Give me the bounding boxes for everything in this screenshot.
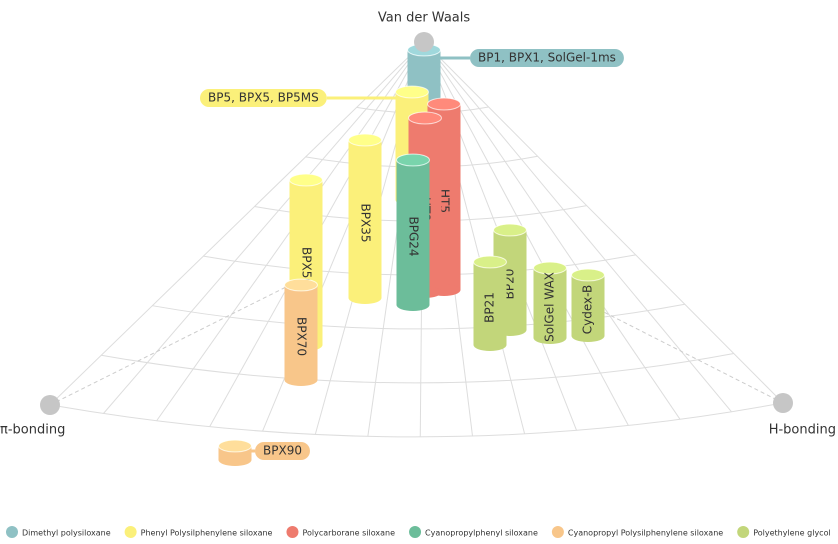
left-node [40, 395, 60, 415]
column-top [284, 278, 318, 292]
legend-swatch [6, 526, 18, 538]
top-axis-label: Van der Waals [378, 11, 471, 26]
column-label: Cydex-B [581, 285, 595, 335]
column-top [395, 85, 429, 99]
grid-ray [49, 41, 425, 406]
column-body [396, 160, 430, 305]
column-top [218, 439, 252, 453]
column-base [571, 330, 605, 342]
column-base [284, 374, 318, 386]
legend-swatch [409, 526, 422, 538]
column-base [218, 454, 252, 466]
legend-swatch [551, 526, 564, 538]
grid-ray [423, 41, 784, 404]
column-top [571, 268, 605, 282]
legend-label: Phenyl Polysilphenylene siloxane [141, 529, 273, 538]
column-top [493, 223, 527, 237]
grid-arc [50, 402, 783, 438]
column-label: BPX50 [300, 247, 314, 286]
column-top [348, 133, 382, 147]
column-callout: BP1, BPX1, SolGel-1ms [478, 51, 616, 65]
apex-node [414, 32, 434, 52]
column-top [427, 97, 461, 111]
column-base [473, 339, 507, 351]
guide-line [589, 304, 784, 404]
legend-swatch [124, 526, 137, 538]
column-body [348, 140, 382, 298]
column-base [533, 332, 567, 344]
grid-ray [423, 41, 681, 420]
column: BPX70 [284, 278, 318, 386]
right-node [773, 393, 793, 413]
legend-swatch [737, 526, 750, 538]
legend-label: Polyethylene glycol [753, 529, 830, 538]
column-body [533, 268, 567, 338]
column: SolGel WAX [533, 261, 567, 344]
legend-label: Cyanopropyl Polysilphenylene siloxane [568, 529, 723, 538]
column-base [348, 292, 382, 304]
guide-line [49, 279, 301, 406]
column-label: BP21 [483, 292, 497, 323]
column-label: BPX70 [295, 317, 309, 356]
callout-pill [200, 89, 327, 107]
column: BPG24 [396, 153, 430, 311]
column-label: SolGel WAX [543, 272, 557, 342]
column-base [396, 299, 430, 311]
legend-label: Cyanopropylphenyl siloxane [425, 529, 538, 538]
legend: Dimethyl polysiloxane Phenyl Polysilpheny… [6, 526, 831, 538]
column-top [408, 111, 442, 125]
column-body [571, 275, 605, 336]
column-body [284, 285, 318, 380]
column: BPX90 [218, 439, 310, 466]
column-body [473, 262, 507, 345]
column: BP21 [473, 255, 507, 351]
right-axis-label: H-bonding [769, 423, 836, 438]
left-axis-label: π-bonding [0, 423, 65, 438]
column-label: BPG24 [407, 216, 421, 256]
callout-pill [255, 442, 310, 460]
column-callout: BPX90 [263, 444, 302, 458]
column-callout: BP5, BPX5, BP5MS [208, 91, 319, 105]
column-top [396, 153, 430, 167]
legend-label: Polycarborane siloxane [302, 529, 395, 538]
column-top [473, 255, 507, 269]
grid-ray [423, 41, 733, 413]
column: BPX35 [348, 133, 382, 304]
callout-pill [470, 49, 624, 67]
column-top [289, 173, 323, 187]
column-label: BPX35 [359, 204, 373, 243]
legend-swatch [286, 526, 299, 538]
legend-label: Dimethyl polysiloxane [22, 529, 111, 538]
column: Cydex-B [571, 268, 605, 342]
column-top [533, 261, 567, 275]
